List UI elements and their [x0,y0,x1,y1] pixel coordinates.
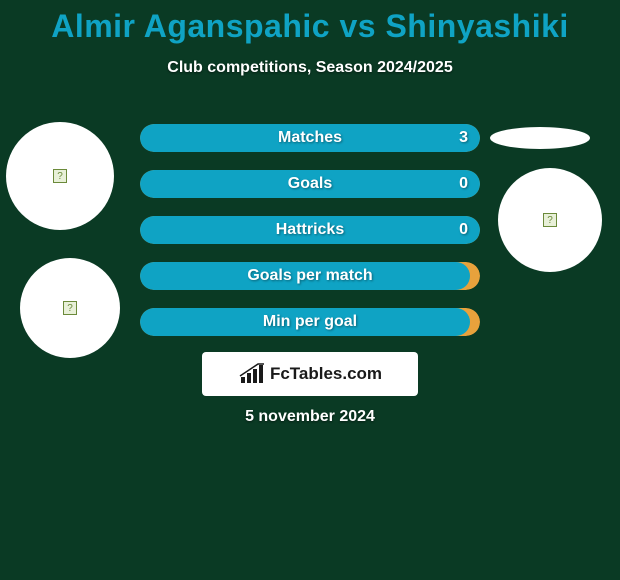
image-placeholder-icon: ? [53,169,67,183]
avatar-left-bottom: ? [20,258,120,358]
date-text: 5 november 2024 [0,408,620,426]
brand-text: FcTables.com [270,364,382,384]
avatar-right: ? [498,168,602,272]
image-placeholder-icon: ? [63,301,77,315]
stat-bar: Matches3 [140,124,480,152]
stat-bar: Goals0 [140,170,480,198]
subtitle: Club competitions, Season 2024/2025 [0,59,620,77]
page-title: Almir Aganspahic vs Shinyashiki [0,0,620,45]
stat-bars: Matches3Goals0Hattricks0Goals per matchM… [140,124,480,354]
bar-label: Matches [140,129,480,147]
bar-value: 0 [459,221,468,239]
brand-chart-icon [238,363,266,385]
bar-label: Hattricks [140,221,480,239]
brand-box: FcTables.com [202,352,418,396]
stat-bar: Goals per match [140,262,480,290]
bar-label: Goals [140,175,480,193]
bar-label: Goals per match [140,267,480,285]
bar-value: 0 [459,175,468,193]
content: Almir Aganspahic vs Shinyashiki Club com… [0,0,620,580]
stat-bar: Min per goal [140,308,480,336]
avatar-left-top: ? [6,122,114,230]
image-placeholder-icon: ? [543,213,557,227]
ellipse-decoration [490,127,590,149]
stat-bar: Hattricks0 [140,216,480,244]
bar-label: Min per goal [140,313,480,331]
bar-value: 3 [459,129,468,147]
